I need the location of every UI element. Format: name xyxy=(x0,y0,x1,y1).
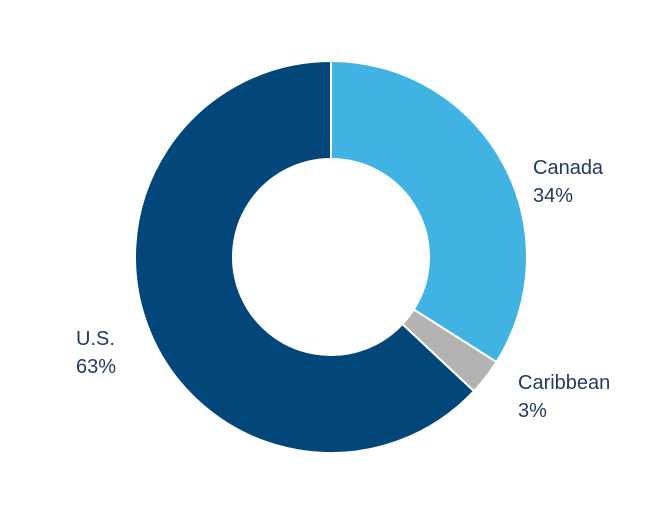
value-canada: 34% xyxy=(533,185,573,207)
slice-canada xyxy=(330,59,528,364)
label-caribbean: Caribbean xyxy=(518,372,610,394)
slices-group xyxy=(134,59,528,454)
label-us: U.S. xyxy=(76,328,115,350)
value-caribbean: 3% xyxy=(518,400,547,422)
value-us: 63% xyxy=(76,356,116,378)
slice-u-s xyxy=(134,59,476,454)
label-canada: Canada xyxy=(533,157,604,179)
